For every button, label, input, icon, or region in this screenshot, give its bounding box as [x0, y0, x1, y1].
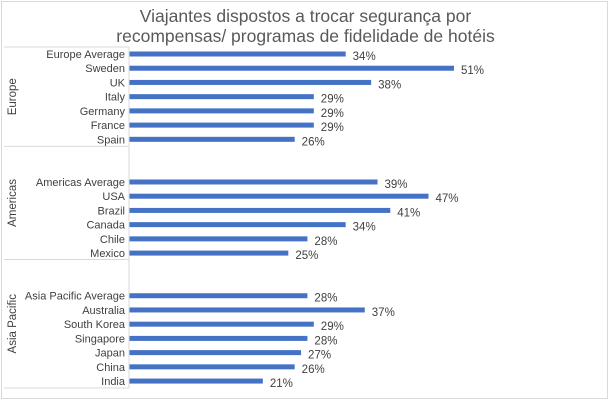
- bar: [129, 207, 391, 213]
- data-label: 47%: [436, 193, 459, 205]
- category-label: Asia Pacific Average: [25, 291, 125, 303]
- data-label: 51%: [461, 65, 484, 77]
- data-label: 29%: [321, 94, 344, 106]
- data-label: 37%: [372, 307, 395, 319]
- category-label: India: [101, 376, 126, 388]
- bar: [129, 350, 302, 356]
- data-label: 39%: [385, 179, 408, 191]
- category-label: Australia: [82, 305, 126, 317]
- group-label: Americas: [7, 179, 19, 227]
- bar: [129, 321, 314, 327]
- bar: [129, 222, 346, 228]
- data-label: 26%: [302, 364, 325, 376]
- category-label: Italy: [105, 92, 126, 104]
- bar: [129, 335, 308, 341]
- bar: [129, 179, 378, 185]
- data-label: 34%: [353, 222, 376, 234]
- bar: [129, 136, 295, 142]
- bar: [129, 250, 289, 256]
- category-label: Americas Average: [36, 177, 125, 189]
- category-label: Spain: [97, 134, 125, 146]
- category-label: Europe Average: [46, 49, 125, 61]
- bar: [129, 79, 372, 85]
- group-label: Europe: [7, 78, 19, 115]
- category-label: Singapore: [75, 333, 125, 345]
- data-label: 41%: [397, 207, 420, 219]
- data-label: 27%: [308, 350, 331, 362]
- bar: [129, 293, 308, 299]
- data-label: 28%: [314, 335, 337, 347]
- category-label: Brazil: [97, 205, 125, 217]
- group-label: Asia Pacific: [7, 294, 19, 354]
- data-label: 34%: [353, 51, 376, 63]
- category-label: Chile: [100, 234, 125, 246]
- category-label: USA: [102, 191, 125, 203]
- bar: [129, 307, 365, 313]
- bar: [129, 94, 314, 100]
- data-label: 21%: [270, 378, 293, 390]
- data-label: 29%: [321, 321, 344, 333]
- data-label: 29%: [321, 108, 344, 120]
- bar: [129, 65, 454, 71]
- data-label: 38%: [378, 79, 401, 91]
- data-label: 25%: [295, 250, 318, 262]
- category-label: Mexico: [90, 248, 125, 260]
- category-label: UK: [110, 77, 126, 89]
- category-label: Germany: [80, 106, 126, 118]
- bar: [129, 378, 263, 384]
- category-label: South Korea: [64, 319, 126, 331]
- bar: [129, 364, 295, 370]
- data-label: 28%: [314, 293, 337, 305]
- bar: [129, 236, 308, 242]
- category-label: China: [96, 362, 126, 374]
- bar: [129, 193, 429, 199]
- title-line-1: Viajantes dispostos a trocar segurança p…: [139, 6, 472, 26]
- data-label: 29%: [321, 122, 344, 134]
- category-label: Canada: [86, 220, 125, 232]
- category-label: Japan: [95, 348, 125, 360]
- chart-title: Viajantes dispostos a trocar segurança p…: [0, 6, 611, 46]
- category-label: France: [91, 120, 125, 132]
- bar: [129, 108, 314, 114]
- category-label: Sweden: [85, 63, 125, 75]
- title-line-2: recompensas/ programas de fidelidade de …: [116, 26, 495, 46]
- data-label: 26%: [302, 136, 325, 148]
- data-label: 28%: [314, 236, 337, 248]
- bar: [129, 122, 314, 128]
- bar: [129, 51, 346, 57]
